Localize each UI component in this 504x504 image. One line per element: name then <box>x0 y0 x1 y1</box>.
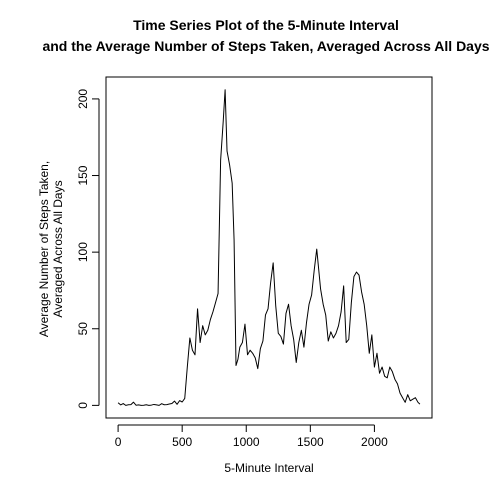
y-axis-label-line-1: Average Number of Steps Taken, <box>37 161 51 337</box>
chart-title-line-2: and the Average Number of Steps Taken, A… <box>42 38 489 54</box>
x-tick-label: 1000 <box>233 435 260 449</box>
y-tick-label: 0 <box>76 402 90 409</box>
y-tick-label: 150 <box>76 165 90 185</box>
x-tick-label: 500 <box>172 435 192 449</box>
x-tick-label: 2000 <box>361 435 388 449</box>
series-line-average-steps <box>117 89 421 406</box>
x-tick-label: 1500 <box>297 435 324 449</box>
y-axis: 0 50 100 150 200 <box>76 89 100 409</box>
y-tick-label: 50 <box>76 322 90 336</box>
x-tick-label: 0 <box>115 435 122 449</box>
y-axis-label-line-2: Averaged Across All Days <box>51 180 65 317</box>
chart-title-line-1: Time Series Plot of the 5-Minute Interva… <box>133 17 399 33</box>
x-axis: 0 500 1000 1500 2000 <box>115 424 388 449</box>
y-tick-label: 200 <box>76 89 90 109</box>
plot-frame <box>105 76 433 419</box>
x-axis-label: 5-Minute Interval <box>224 461 313 475</box>
y-tick-label: 100 <box>76 242 90 262</box>
